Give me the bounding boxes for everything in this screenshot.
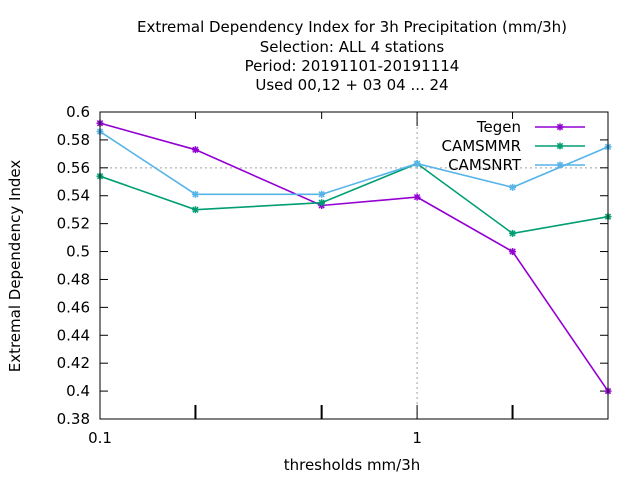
- data-point-camsnrt-1: [191, 190, 199, 198]
- x-axis-label: thresholds mm/3h: [284, 456, 421, 474]
- y-tick-label-0: 0.38: [57, 410, 90, 428]
- x-tick-label-1: 1: [412, 429, 422, 447]
- y-tick-label-4: 0.46: [57, 298, 90, 316]
- data-point-camsmmr-1: [191, 206, 199, 214]
- title-line-3: Period: 20191101-20191114: [245, 57, 460, 75]
- y-tick-label-3: 0.44: [57, 326, 90, 344]
- title-line-2: Selection: ALL 4 stations: [260, 38, 445, 56]
- data-point-camsmmr-2: [318, 199, 326, 207]
- series-camsnrt: [96, 128, 612, 198]
- chart-title: Extremal Dependency Index for 3h Precipi…: [137, 18, 567, 94]
- legend-label-tegen: Tegen: [476, 118, 521, 136]
- data-point-camsmmr-4: [509, 229, 517, 237]
- series-tegen: [96, 119, 612, 395]
- title-line-1: Extremal Dependency Index for 3h Precipi…: [137, 18, 567, 36]
- y-tick-label-9: 0.56: [57, 159, 90, 177]
- plot-border: [99, 111, 609, 420]
- series-camsmmr: [96, 160, 612, 237]
- data-point-camsnrt-3: [413, 160, 421, 168]
- data-point-tegen-1: [191, 146, 199, 154]
- y-tick-label-6: 0.5: [66, 243, 90, 261]
- legend-marker-camsnrt: [556, 161, 564, 169]
- title-line-4: Used 00,12 + 03 04 ... 24: [255, 76, 448, 94]
- series-line-camsnrt: [99, 130, 609, 196]
- y-tick-label-10: 0.58: [57, 131, 90, 149]
- y-tick-label-7: 0.52: [57, 215, 90, 233]
- y-tick-label-11: 0.6: [66, 103, 90, 121]
- y-axis-label: Extremal Dependency Index: [6, 160, 24, 373]
- data-point-camsnrt-4: [509, 183, 517, 191]
- series-group: [96, 119, 612, 395]
- legend-label-camsnrt: CAMSNRT: [448, 156, 522, 174]
- y-tick-label-8: 0.54: [57, 187, 90, 205]
- legend-marker-camsmmr: [556, 142, 564, 150]
- legend-label-camsmmr: CAMSMMR: [441, 137, 521, 155]
- x-tick-label-0: 0.1: [88, 429, 112, 447]
- data-point-tegen-3: [413, 193, 421, 201]
- tick-labels: 0.38 0.4 0.42 0.44 0.46 0.48 0.5 0.52 0.54 0.56 0.…: [57, 103, 422, 447]
- y-tick-label-1: 0.4: [66, 382, 90, 400]
- grid: [100, 112, 608, 419]
- data-point-camsnrt-2: [318, 190, 326, 198]
- data-point-tegen-4: [509, 248, 517, 256]
- series-line-tegen: [99, 122, 609, 392]
- y-tick-label-2: 0.42: [57, 354, 90, 372]
- legend-marker-tegen: [556, 123, 564, 131]
- series-line-camsmmr: [99, 162, 609, 235]
- axis-ticks: [99, 111, 608, 420]
- y-tick-label-5: 0.48: [57, 270, 90, 288]
